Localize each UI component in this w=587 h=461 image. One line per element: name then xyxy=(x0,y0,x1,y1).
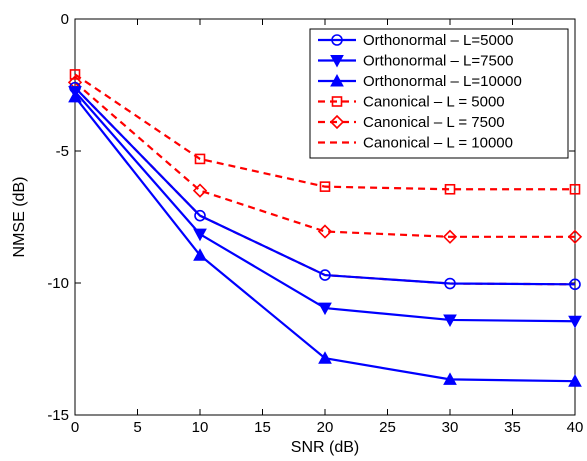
data-point xyxy=(317,224,333,239)
x-tick-label: 0 xyxy=(71,419,79,436)
data-point xyxy=(69,69,81,80)
data-point xyxy=(192,183,208,198)
series-line xyxy=(74,81,575,238)
y-tick-label: -15 xyxy=(47,407,69,424)
x-tick-label: 20 xyxy=(317,419,334,436)
data-point xyxy=(567,229,583,244)
x-tick-label: 30 xyxy=(442,419,459,436)
data-point xyxy=(569,183,581,195)
legend-marker xyxy=(330,73,344,87)
legend: Orthonormal – L=5000 Orthonormal – L=7500… xyxy=(309,28,569,159)
y-tick-label: -5 xyxy=(56,143,69,160)
legend-label: Orthonormal – L=10000 xyxy=(363,73,522,90)
legend-label: Canonical – L = 10000 xyxy=(363,135,513,152)
legend-label: Canonical – L = 5000 xyxy=(363,94,505,111)
data-point xyxy=(68,89,82,103)
data-point xyxy=(318,302,332,316)
legend-item: Orthonormal – L=10000 xyxy=(318,73,522,90)
data-point xyxy=(318,351,332,364)
series-3 xyxy=(68,89,582,387)
y-tick-label: -10 xyxy=(47,275,69,292)
data-point xyxy=(569,278,581,291)
legend-label: Orthonormal – L=5000 xyxy=(363,32,514,49)
legend-label: Orthonormal – L=7500 xyxy=(363,53,514,70)
data-point xyxy=(193,228,207,242)
data-point xyxy=(193,248,207,261)
legend-marker xyxy=(329,114,345,130)
data-point xyxy=(443,372,457,385)
legend-item: Canonical – L = 10000 xyxy=(318,135,513,152)
series-line xyxy=(74,86,576,286)
y-axis-label: NMSE (dB) xyxy=(11,177,28,258)
series-layer xyxy=(67,69,583,387)
data-point xyxy=(194,209,206,222)
legend-marker xyxy=(330,55,344,68)
x-tick-label: 25 xyxy=(379,419,396,436)
legend-box xyxy=(309,28,569,159)
series-4 xyxy=(69,69,581,195)
tick-labels: 0 5 10 15 20 25 30 35 40 0 -5 -10 -15 xyxy=(47,11,583,436)
x-axis-label: SNR (dB) xyxy=(291,439,359,456)
x-tick-label: 15 xyxy=(254,419,271,436)
data-point xyxy=(194,153,206,165)
x-tick-label: 5 xyxy=(133,419,141,436)
data-point xyxy=(319,181,331,192)
data-point xyxy=(444,277,456,290)
legend-marker xyxy=(331,96,343,107)
legend-label: Canonical – L = 7500 xyxy=(363,114,505,131)
series-line xyxy=(74,73,575,191)
data-point xyxy=(444,183,456,195)
legend-item: Orthonormal – L=7500 xyxy=(318,53,514,70)
data-point xyxy=(443,314,457,328)
data-point xyxy=(568,315,582,329)
y-tick-label: 0 xyxy=(61,11,69,28)
data-point xyxy=(442,229,458,244)
x-tick-label: 35 xyxy=(504,419,521,436)
legend-item: Canonical – L = 7500 xyxy=(318,114,505,131)
x-tick-label: 10 xyxy=(192,419,209,436)
legend-marker xyxy=(331,34,343,46)
data-point xyxy=(319,269,331,281)
legend-item: Canonical – L = 5000 xyxy=(318,94,505,111)
data-point xyxy=(568,374,582,387)
x-tick-label: 40 xyxy=(567,419,584,436)
legend-item: Orthonormal – L=5000 xyxy=(318,32,514,49)
series-2 xyxy=(68,86,582,329)
axis-ticks xyxy=(74,18,576,416)
